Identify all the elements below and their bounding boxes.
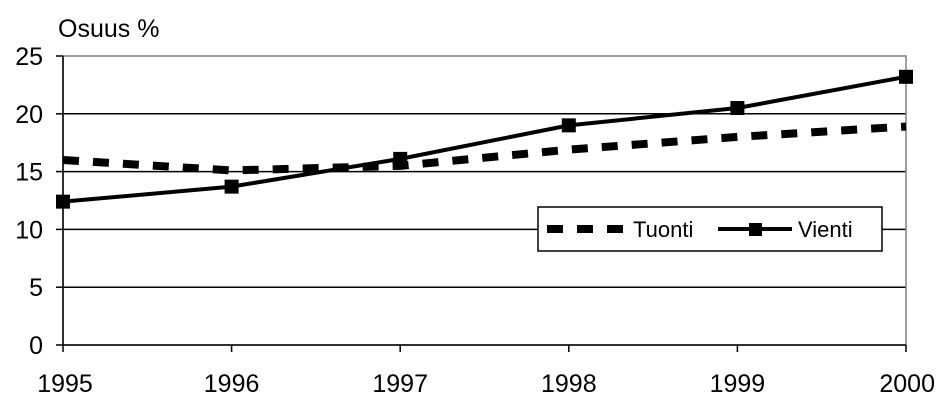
series-line-vienti (62, 74, 907, 204)
legend-box (537, 206, 883, 252)
x-tick-label: 1999 (710, 370, 766, 398)
y-tick-label: 25 (15, 43, 43, 71)
data-point-vienti (224, 179, 239, 194)
data-point-vienti (56, 194, 70, 209)
y-tick-label: 10 (15, 216, 43, 244)
y-axis: 0 5 10 15 20 25 (15, 43, 64, 360)
gridlines (63, 113, 906, 288)
x-tick-label: 1997 (372, 370, 428, 398)
legend: Tuonti Vienti (537, 206, 883, 252)
x-tick-label: 1998 (541, 370, 597, 398)
x-tick-label: 1995 (37, 370, 93, 398)
data-point-vienti (393, 151, 408, 166)
x-tick-label: 1996 (204, 370, 260, 398)
x-tick-label: 2000 (879, 370, 935, 398)
legend-label-vienti: Vienti (798, 217, 853, 242)
data-point-vienti (561, 118, 576, 133)
y-tick-label: 5 (29, 274, 43, 302)
y-tick-label: 0 (29, 332, 43, 360)
y-tick-label: 20 (15, 101, 43, 129)
y-axis-title: Osuus % (58, 15, 159, 43)
series-layer (56, 69, 913, 209)
legend-marker-vienti (749, 223, 762, 236)
legend-label-tuonti: Tuonti (633, 217, 693, 242)
x-axis: 1995 1996 1997 1998 1999 2000 (37, 344, 935, 398)
y-tick-label: 15 (15, 159, 43, 187)
data-point-vienti (730, 101, 745, 116)
data-point-vienti (899, 69, 913, 84)
series-line-tuonti (62, 122, 907, 175)
